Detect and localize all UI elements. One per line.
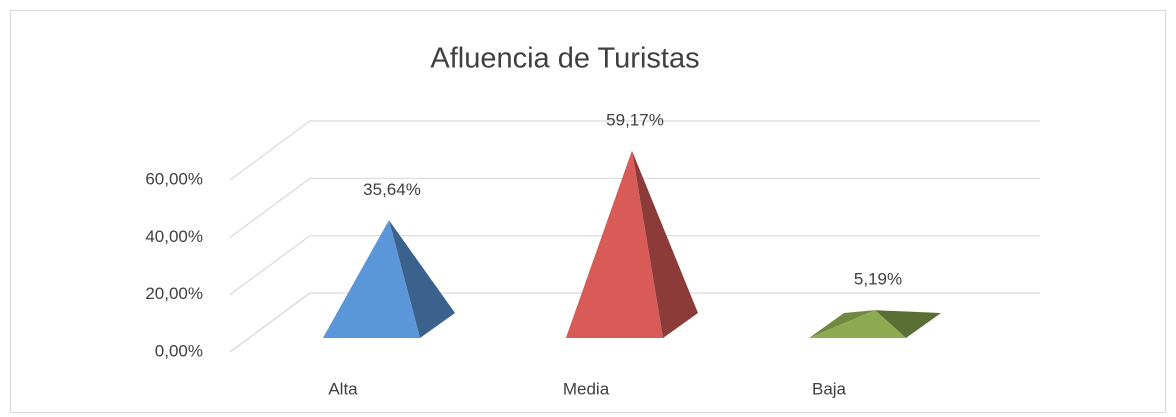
pyramid-side	[389, 220, 455, 338]
y-tick-label: 20,00%	[145, 284, 203, 303]
pyramid	[566, 150, 698, 338]
pyramid-side	[632, 150, 698, 338]
pyramid-side	[875, 310, 941, 338]
chart-title: Afluencia de Turistas	[430, 43, 699, 75]
data-label: 59,17%	[606, 110, 664, 129]
data-label: 35,64%	[363, 180, 421, 199]
pyramid	[323, 220, 455, 338]
grid-line-side	[229, 292, 311, 353]
grid-line-side	[229, 235, 311, 296]
pyramid-front	[566, 150, 663, 338]
pyramid-front	[809, 310, 906, 338]
pyramid	[809, 310, 941, 338]
grid-line-side	[229, 120, 311, 181]
chart-border	[10, 10, 1166, 413]
x-tick-label: Media	[563, 379, 610, 398]
x-tick-label: Alta	[328, 379, 358, 398]
data-label: 5,19%	[854, 270, 902, 289]
pyramid-front	[323, 220, 420, 338]
y-tick-label: 60,00%	[145, 169, 203, 188]
y-tick-label: 40,00%	[145, 227, 203, 246]
y-tick-label: 0,00%	[155, 341, 203, 360]
grid-line-side	[229, 177, 311, 238]
x-tick-label: Baja	[812, 379, 847, 398]
